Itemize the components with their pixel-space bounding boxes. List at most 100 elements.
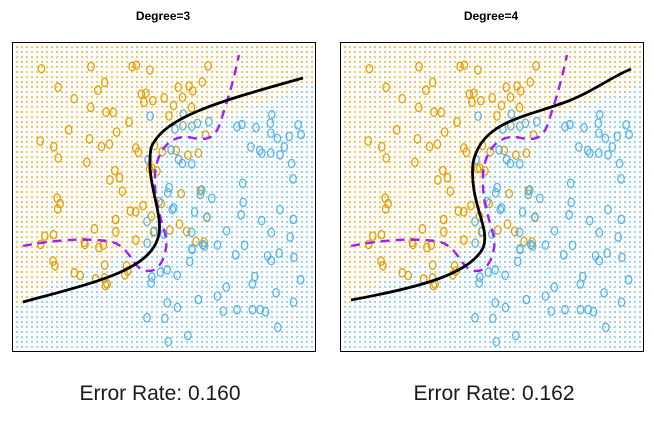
- grid-dot: [266, 76, 268, 78]
- grid-dot: [444, 76, 446, 78]
- grid-dot: [251, 301, 253, 303]
- grid-dot: [111, 211, 113, 213]
- grid-dot: [86, 256, 88, 258]
- grid-dot: [26, 51, 28, 53]
- grid-dot: [41, 276, 43, 278]
- grid-dot: [131, 96, 133, 98]
- grid-dot: [51, 166, 53, 168]
- grid-dot: [121, 171, 123, 173]
- grid-dot: [251, 346, 253, 348]
- grid-dot: [464, 116, 466, 118]
- grid-dot: [96, 241, 98, 243]
- grid-dot: [301, 211, 303, 213]
- grid-dot: [634, 101, 636, 103]
- grid-dot: [91, 66, 93, 68]
- grid-dot: [301, 221, 303, 223]
- grid-dot: [106, 121, 108, 123]
- grid-dot: [81, 191, 83, 193]
- grid-dot: [251, 96, 253, 98]
- grid-dot: [26, 266, 28, 268]
- observation-point: [266, 118, 275, 128]
- grid-dot: [26, 171, 28, 173]
- grid-dot: [221, 171, 223, 173]
- grid-dot: [41, 226, 43, 228]
- grid-dot: [266, 66, 268, 68]
- grid-dot: [306, 121, 308, 123]
- grid-dot: [76, 291, 78, 293]
- grid-dot: [176, 286, 178, 288]
- grid-dot: [236, 256, 238, 258]
- grid-dot: [31, 186, 33, 188]
- grid-dot: [46, 96, 48, 98]
- grid-dot: [599, 76, 601, 78]
- grid-dot: [246, 311, 248, 313]
- grid-dot: [306, 321, 308, 323]
- grid-dot: [594, 91, 596, 93]
- grid-dot: [276, 121, 278, 123]
- observation-point: [100, 260, 109, 270]
- grid-dot: [599, 61, 601, 63]
- observation-point: [131, 206, 140, 217]
- grid-dot: [91, 291, 93, 293]
- grid-dot: [126, 301, 128, 303]
- grid-dot: [136, 341, 138, 343]
- grid-dot: [131, 71, 133, 73]
- grid-dot: [51, 291, 53, 293]
- grid-dot: [46, 126, 48, 128]
- grid-dot: [76, 196, 78, 198]
- grid-dot: [141, 166, 143, 168]
- grid-dot: [71, 301, 73, 303]
- grid-dot: [439, 101, 441, 103]
- grid-dot: [121, 316, 123, 318]
- grid-dot: [136, 146, 138, 148]
- grid-dot: [271, 246, 273, 248]
- grid-dot: [246, 96, 248, 98]
- grid-dot: [311, 121, 313, 123]
- grid-dot: [101, 211, 103, 213]
- grid-dot: [106, 231, 108, 233]
- grid-dot: [261, 276, 263, 278]
- grid-dot: [534, 126, 536, 128]
- grid-dot: [151, 321, 153, 323]
- grid-dot: [266, 286, 268, 288]
- grid-dot: [524, 61, 526, 63]
- grid-dot: [46, 171, 48, 173]
- grid-dot: [106, 91, 108, 93]
- grid-dot: [276, 91, 278, 93]
- grid-dot: [306, 326, 308, 328]
- grid-dot: [76, 171, 78, 173]
- grid-dot: [469, 81, 471, 83]
- grid-dot: [231, 66, 233, 68]
- grid-dot: [176, 111, 178, 113]
- grid-dot: [469, 56, 471, 58]
- grid-dot: [36, 116, 38, 118]
- grid-dot: [306, 136, 308, 138]
- grid-dot: [111, 301, 113, 303]
- grid-dot: [131, 276, 133, 278]
- grid-dot: [251, 201, 253, 203]
- grid-dot: [384, 46, 386, 48]
- grid-dot: [31, 281, 33, 283]
- grid-dot: [191, 331, 193, 333]
- grid-dot: [51, 71, 53, 73]
- grid-dot: [126, 226, 128, 228]
- grid-dot: [574, 66, 576, 68]
- grid-dot: [51, 191, 53, 193]
- grid-dot: [559, 121, 561, 123]
- grid-dot: [301, 116, 303, 118]
- grid-dot: [221, 76, 223, 78]
- observation-point: [153, 166, 161, 176]
- grid-dot: [241, 141, 243, 143]
- grid-dot: [196, 346, 198, 348]
- grid-dot: [399, 61, 401, 63]
- grid-dot: [66, 51, 68, 53]
- grid-dot: [186, 136, 188, 138]
- grid-dot: [121, 286, 123, 288]
- grid-dot: [166, 171, 168, 173]
- grid-dot: [126, 256, 128, 258]
- grid-dot: [76, 151, 78, 153]
- grid-dot: [261, 116, 263, 118]
- grid-dot: [41, 126, 43, 128]
- observation-point: [156, 267, 165, 278]
- grid-dot: [51, 176, 53, 178]
